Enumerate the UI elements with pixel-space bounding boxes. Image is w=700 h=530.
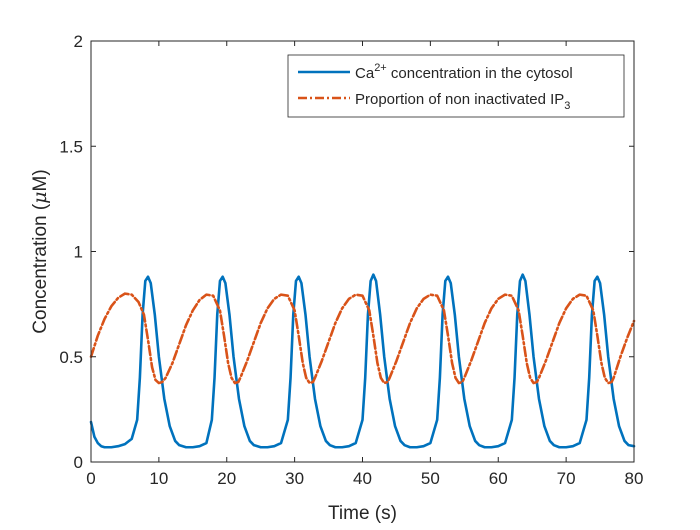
legend-ip3-base: Proportion of non inactivated IP — [355, 91, 564, 108]
series-line-ip3 — [89, 292, 636, 385]
legend-calcium-rest: concentration in the cytosol — [387, 65, 573, 82]
x-tick-label: 30 — [285, 469, 304, 488]
y-axis-label: Concentration (μM) — [29, 169, 51, 333]
x-tick-label: 20 — [217, 469, 236, 488]
ticks-layer: 0 10 20 30 40 50 60 70 80 0 0.5 1 1.5 2 — [59, 32, 643, 488]
x-tick-label: 10 — [149, 469, 168, 488]
x-tick-label: 40 — [353, 469, 372, 488]
y-tick-label: 0 — [74, 453, 83, 472]
y-tick-label: 1 — [74, 243, 83, 262]
x-tick-label: 0 — [86, 469, 95, 488]
y-axis-label-greek: μ — [29, 191, 51, 203]
legend-calcium-sup: 2+ — [374, 62, 387, 74]
series-line-calcium — [89, 273, 636, 449]
y-tick-label: 1.5 — [59, 137, 83, 156]
y-tick-label: 0.5 — [59, 348, 83, 367]
x-tick-label: 60 — [489, 469, 508, 488]
y-axis-label-suffix: M) — [30, 169, 51, 191]
legend-entry-ip3: Proportion of non inactivated IP3 — [355, 91, 570, 112]
legend-box — [287, 54, 625, 118]
series-layer — [89, 273, 636, 449]
x-tick-label: 80 — [625, 469, 644, 488]
legend-entry-calcium: Ca2+ concentration in the cytosol — [355, 62, 573, 82]
y-axis-label-prefix: Concentration ( — [30, 203, 51, 334]
legend: Ca2+ concentration in the cytosol Propor… — [287, 54, 625, 118]
legend-calcium-base: Ca — [355, 65, 375, 82]
legend-ip3-sub: 3 — [564, 100, 570, 112]
x-axis-label: Time (s) — [328, 503, 397, 524]
y-tick-label: 2 — [74, 32, 83, 51]
x-tick-label: 50 — [421, 469, 440, 488]
x-tick-label: 70 — [557, 469, 576, 488]
